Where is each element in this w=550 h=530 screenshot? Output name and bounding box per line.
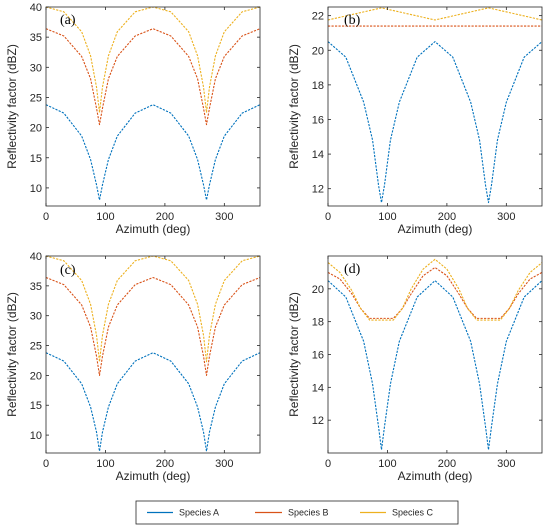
panel-a-ytick-label-10: 10: [30, 183, 42, 195]
panel-b-series-species-c: [328, 7, 542, 21]
legend: Species A Species B Species C: [135, 500, 459, 525]
panel-c-ytick-label-30: 30: [30, 311, 42, 323]
panel-c: 0 100 200 300 10 15 20 25 30 35 40 Azimuth (deg) Ref…: [5, 251, 261, 483]
panel-b: 0 100 200 300 12 14 16 18 20 22 Azimuth (deg) Refle…: [287, 6, 543, 236]
panel-a-ytick-label-35: 35: [30, 32, 42, 44]
panel-d-series-group: [328, 258, 542, 451]
panel-b-xtick-label-0: 0: [325, 211, 331, 223]
panel-a-ytick-label-30: 30: [30, 62, 42, 74]
panel-a-xtick-label-300: 300: [215, 211, 233, 223]
panel-c-series-species-c: [46, 256, 260, 363]
panel-d-plot-area: [328, 256, 542, 453]
panel-a-ylabel: Reflectivity factor (dBZ): [5, 44, 19, 169]
panel-b-plot-area: [328, 7, 542, 206]
panel-b-ylabel: Reflectivity factor (dBZ): [287, 44, 301, 169]
panel-c-label: (c): [60, 263, 76, 278]
legend-label-species-b: Species B: [288, 508, 329, 518]
panel-a-axes-frame: [45, 6, 261, 207]
panel-b-series-species-a: [328, 41, 542, 204]
panel-d-xlabel: Azimuth (deg): [398, 469, 473, 483]
panel-c-xtick-label-300: 300: [215, 458, 233, 470]
panel-c-ytick-label-40: 40: [30, 251, 42, 263]
panel-b-xtick-label-300: 300: [497, 211, 515, 223]
panel-d-ytick-label-18: 18: [312, 317, 324, 329]
panel-d-ylabel: Reflectivity factor (dBZ): [287, 292, 301, 417]
panel-a-series-species-a: [46, 104, 260, 201]
panel-d-ytick-label-12: 12: [312, 415, 324, 427]
legend-label-species-a: Species A: [179, 508, 219, 518]
panel-d-label: (d): [344, 262, 361, 277]
panel-d-xtick-label-100: 100: [378, 458, 396, 470]
panel-d-ytick-label-14: 14: [312, 382, 324, 394]
panel-d-series-species-c: [328, 258, 542, 321]
panel-a-series-species-c: [46, 7, 260, 114]
panel-c-xtick-label-100: 100: [96, 458, 114, 470]
panel-c-series-group: [46, 256, 260, 452]
panel-b-xlabel: Azimuth (deg): [398, 222, 473, 236]
panel-b-ytick-label-18: 18: [312, 80, 324, 92]
panel-b-ytick-label-20: 20: [312, 45, 324, 57]
panel-a-xtick-label-200: 200: [156, 211, 174, 223]
panel-b-ytick-label-16: 16: [312, 114, 324, 126]
panel-b-label: (b): [344, 13, 361, 28]
panel-c-xtick-label-0: 0: [43, 458, 49, 470]
panel-b-ytick-label-22: 22: [312, 11, 324, 23]
panel-c-ylabel: Reflectivity factor (dBZ): [5, 292, 19, 417]
panel-a-ytick-label-25: 25: [30, 92, 42, 104]
panel-a-ytick-label-15: 15: [30, 153, 42, 165]
panel-c-axes-frame: [45, 255, 261, 454]
panel-c-ytick-label-25: 25: [30, 341, 42, 353]
panel-d: 0 100 200 300 12 14 16 18 20 Azimuth (deg) Reflect…: [287, 255, 543, 483]
panel-a-xtick-label-0: 0: [43, 211, 49, 223]
panel-a-ytick-label-20: 20: [30, 123, 42, 135]
panel-b-axes-frame: [327, 6, 543, 207]
panel-c-series-species-a: [46, 352, 260, 452]
panel-c-xtick-label-200: 200: [156, 458, 174, 470]
panel-c-ytick-label-20: 20: [30, 370, 42, 382]
panel-b-xtick-label-100: 100: [378, 211, 396, 223]
panel-a-series-group: [46, 7, 260, 201]
panel-a-xlabel: Azimuth (deg): [116, 222, 191, 236]
panel-c-ytick-label-10: 10: [30, 430, 42, 442]
panel-d-series-species-a: [328, 280, 542, 451]
panel-c-ytick-label-15: 15: [30, 400, 42, 412]
legend-entry-species-c: Species C: [360, 508, 434, 518]
panel-b-ytick-label-12: 12: [312, 184, 324, 196]
legend-entry-species-a: Species A: [147, 508, 219, 518]
panel-b-series-group: [328, 7, 542, 204]
legend-label-species-c: Species C: [392, 508, 434, 518]
panel-a-plot-area: [46, 7, 260, 206]
panel-c-plot-area: [46, 256, 260, 453]
legend-box: [135, 500, 459, 525]
panel-d-xtick-label-0: 0: [325, 458, 331, 470]
panel-d-xtick-label-200: 200: [438, 458, 456, 470]
panel-d-ytick-label-20: 20: [312, 284, 324, 296]
panel-a-ytick-label-40: 40: [30, 2, 42, 14]
panel-a: 0 100 200 300 10 15 20 25 30 35 40 Azimuth (deg) Ref…: [5, 2, 261, 236]
panel-c-series-species-b: [46, 276, 260, 376]
panel-c-xlabel: Azimuth (deg): [116, 469, 191, 483]
panel-d-xtick-label-300: 300: [497, 458, 515, 470]
panel-a-label: (a): [60, 13, 76, 28]
panel-a-xtick-label-100: 100: [96, 211, 114, 223]
panel-c-ytick-label-35: 35: [30, 281, 42, 293]
panel-b-ytick-label-14: 14: [312, 149, 324, 161]
panel-d-ytick-label-16: 16: [312, 350, 324, 362]
panel-b-xtick-label-200: 200: [438, 211, 456, 223]
legend-entry-species-b: Species B: [255, 508, 329, 518]
